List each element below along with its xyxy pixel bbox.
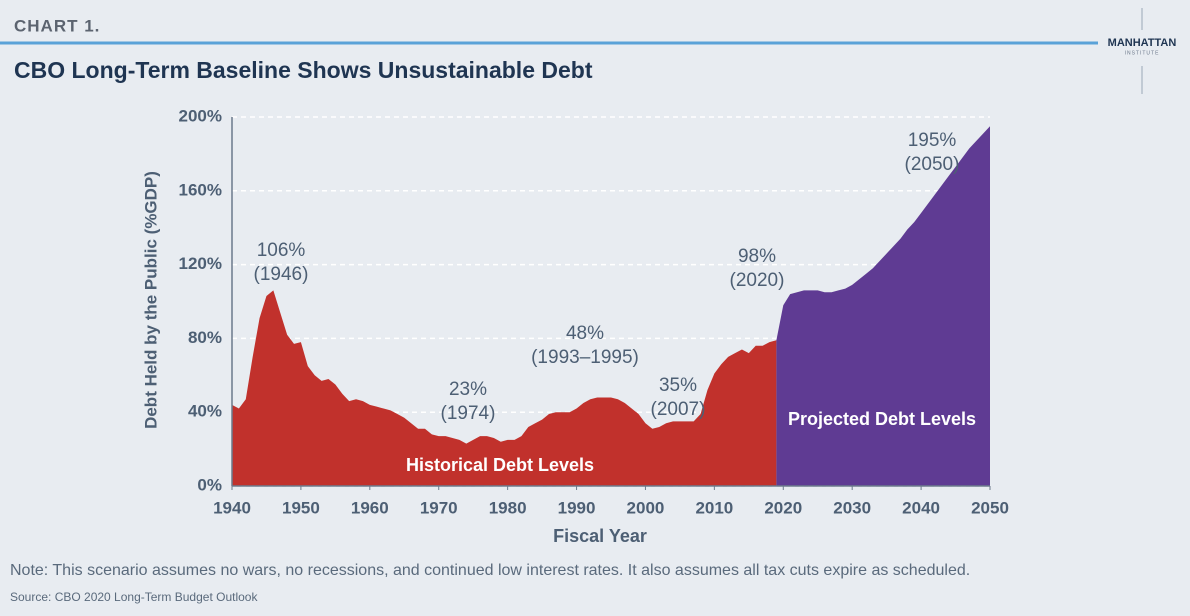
y-tick-label: 120% xyxy=(179,254,222,273)
y-tick-label: 200% xyxy=(179,106,222,125)
x-tick-label: 2030 xyxy=(833,498,871,517)
x-tick-label: 1970 xyxy=(420,498,458,517)
annotation: 35% xyxy=(659,375,697,396)
annotation: (2050) xyxy=(905,154,960,175)
x-tick-label: 2000 xyxy=(627,498,665,517)
x-tick-label: 1990 xyxy=(558,498,596,517)
annotation: (1974) xyxy=(441,403,496,424)
source: Source: CBO 2020 Long-Term Budget Outloo… xyxy=(10,590,258,604)
x-tick-label: 1980 xyxy=(489,498,527,517)
x-tick-label: 2050 xyxy=(971,498,1009,517)
annotation: 106% xyxy=(257,240,306,261)
y-tick-label: 0% xyxy=(197,475,222,494)
logo-sub: INSTITUTE xyxy=(1125,50,1160,56)
x-tick-label: 1940 xyxy=(213,498,251,517)
annotation: 23% xyxy=(449,379,487,400)
y-tick-label: 80% xyxy=(188,328,222,347)
y-axis-label: Debt Held by the Public (%GDP) xyxy=(141,171,160,429)
x-tick-label: 2020 xyxy=(764,498,802,517)
x-tick-label: 2010 xyxy=(695,498,733,517)
annotation: 195% xyxy=(908,130,957,151)
annotation: 98% xyxy=(738,246,776,267)
x-tick-label: 1950 xyxy=(282,498,320,517)
x-axis-label: Fiscal Year xyxy=(553,526,647,546)
logo: MANHATTAN xyxy=(1108,37,1177,49)
annotation: (1946) xyxy=(254,264,309,285)
area xyxy=(232,290,777,486)
annotation: 48% xyxy=(566,323,604,344)
y-tick-label: 40% xyxy=(188,402,222,421)
annotation: (2020) xyxy=(730,270,785,291)
chart-title: CBO Long-Term Baseline Shows Unsustainab… xyxy=(14,57,593,83)
note: Note: This scenario assumes no wars, no … xyxy=(10,562,970,579)
x-tick-label: 2040 xyxy=(902,498,940,517)
annotation: (2007) xyxy=(651,399,706,420)
y-tick-label: 160% xyxy=(179,180,222,199)
x-tick-label: 1960 xyxy=(351,498,389,517)
series-label: Projected Debt Levels xyxy=(788,409,976,429)
kicker: CHART 1. xyxy=(14,16,100,35)
annotation: (1993–1995) xyxy=(531,347,639,368)
area xyxy=(776,126,990,486)
series-label: Historical Debt Levels xyxy=(406,455,594,475)
